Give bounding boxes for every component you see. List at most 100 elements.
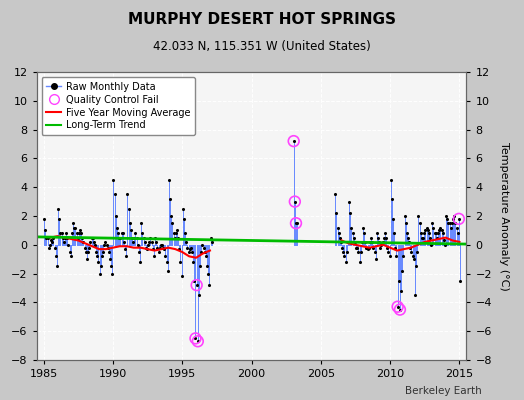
Point	[346, 210, 354, 216]
Point	[353, 244, 362, 251]
Point	[115, 234, 124, 241]
Point	[453, 230, 462, 236]
Point	[291, 198, 299, 205]
Point	[367, 234, 375, 241]
Point	[411, 292, 419, 298]
Point	[95, 270, 104, 277]
Point	[370, 249, 379, 255]
Point	[429, 224, 438, 231]
Point	[292, 220, 300, 226]
Point	[398, 268, 407, 274]
Point	[51, 253, 60, 260]
Point	[155, 249, 163, 255]
Point	[356, 249, 365, 255]
Point	[61, 234, 69, 241]
Point	[110, 177, 118, 183]
Point	[191, 335, 200, 342]
Point	[104, 244, 112, 251]
Point	[447, 220, 456, 226]
Point	[89, 234, 97, 241]
Point	[187, 244, 195, 251]
Point	[151, 234, 159, 241]
Point	[172, 230, 180, 236]
Point	[422, 224, 431, 231]
Point	[406, 244, 414, 251]
Point	[400, 213, 409, 219]
Point	[144, 242, 152, 248]
Point	[158, 242, 166, 248]
Point	[206, 234, 215, 241]
Point	[344, 239, 352, 245]
Point	[125, 220, 134, 226]
Point	[143, 246, 151, 252]
Text: 42.033 N, 115.351 W (United States): 42.033 N, 115.351 W (United States)	[153, 40, 371, 53]
Point	[49, 234, 58, 241]
Point	[84, 249, 92, 255]
Point	[160, 246, 169, 252]
Point	[152, 239, 160, 245]
Point	[348, 230, 357, 236]
Point	[421, 227, 430, 234]
Point	[418, 234, 426, 241]
Point	[343, 249, 351, 255]
Point	[123, 191, 132, 198]
Point	[77, 230, 85, 236]
Point	[176, 259, 184, 265]
Point	[426, 234, 434, 241]
Point	[133, 234, 141, 241]
Point	[368, 239, 376, 245]
Point	[192, 282, 201, 288]
Point	[289, 138, 298, 144]
Point	[373, 230, 381, 236]
Point	[46, 242, 54, 248]
Point	[170, 234, 179, 241]
Point	[416, 220, 424, 226]
Point	[362, 244, 370, 251]
Point	[342, 259, 350, 265]
Point	[82, 249, 90, 255]
Point	[399, 253, 408, 260]
Point	[208, 239, 216, 245]
Point	[145, 239, 154, 245]
Point	[70, 224, 79, 231]
Y-axis label: Temperature Anomaly (°C): Temperature Anomaly (°C)	[498, 142, 509, 290]
Point	[396, 306, 404, 313]
Point	[200, 244, 208, 251]
Point	[358, 239, 366, 245]
Point	[183, 244, 192, 251]
Point	[175, 246, 183, 252]
Point	[443, 216, 452, 222]
Point	[456, 278, 464, 284]
Point	[336, 234, 344, 241]
Point	[40, 216, 48, 222]
Point	[361, 239, 369, 245]
Point	[62, 230, 70, 236]
Point	[198, 242, 206, 248]
Point	[90, 239, 98, 245]
Point	[54, 206, 62, 212]
Point	[190, 278, 199, 284]
Point	[384, 249, 392, 255]
Point	[345, 198, 353, 205]
Point	[432, 230, 440, 236]
Point	[455, 216, 463, 222]
Point	[88, 234, 96, 241]
Point	[385, 253, 394, 260]
Point	[124, 206, 133, 212]
Point	[433, 234, 441, 241]
Point	[333, 224, 342, 231]
Text: Berkeley Earth: Berkeley Earth	[406, 386, 482, 396]
Point	[112, 213, 120, 219]
Point	[41, 227, 50, 234]
Point	[350, 234, 358, 241]
Point	[444, 220, 453, 226]
Point	[42, 234, 51, 241]
Point	[60, 239, 68, 245]
Point	[83, 256, 91, 262]
Point	[192, 282, 201, 288]
Point	[412, 263, 420, 270]
Point	[394, 304, 402, 310]
Point	[157, 242, 165, 248]
Point	[153, 244, 161, 251]
Point	[108, 270, 116, 277]
